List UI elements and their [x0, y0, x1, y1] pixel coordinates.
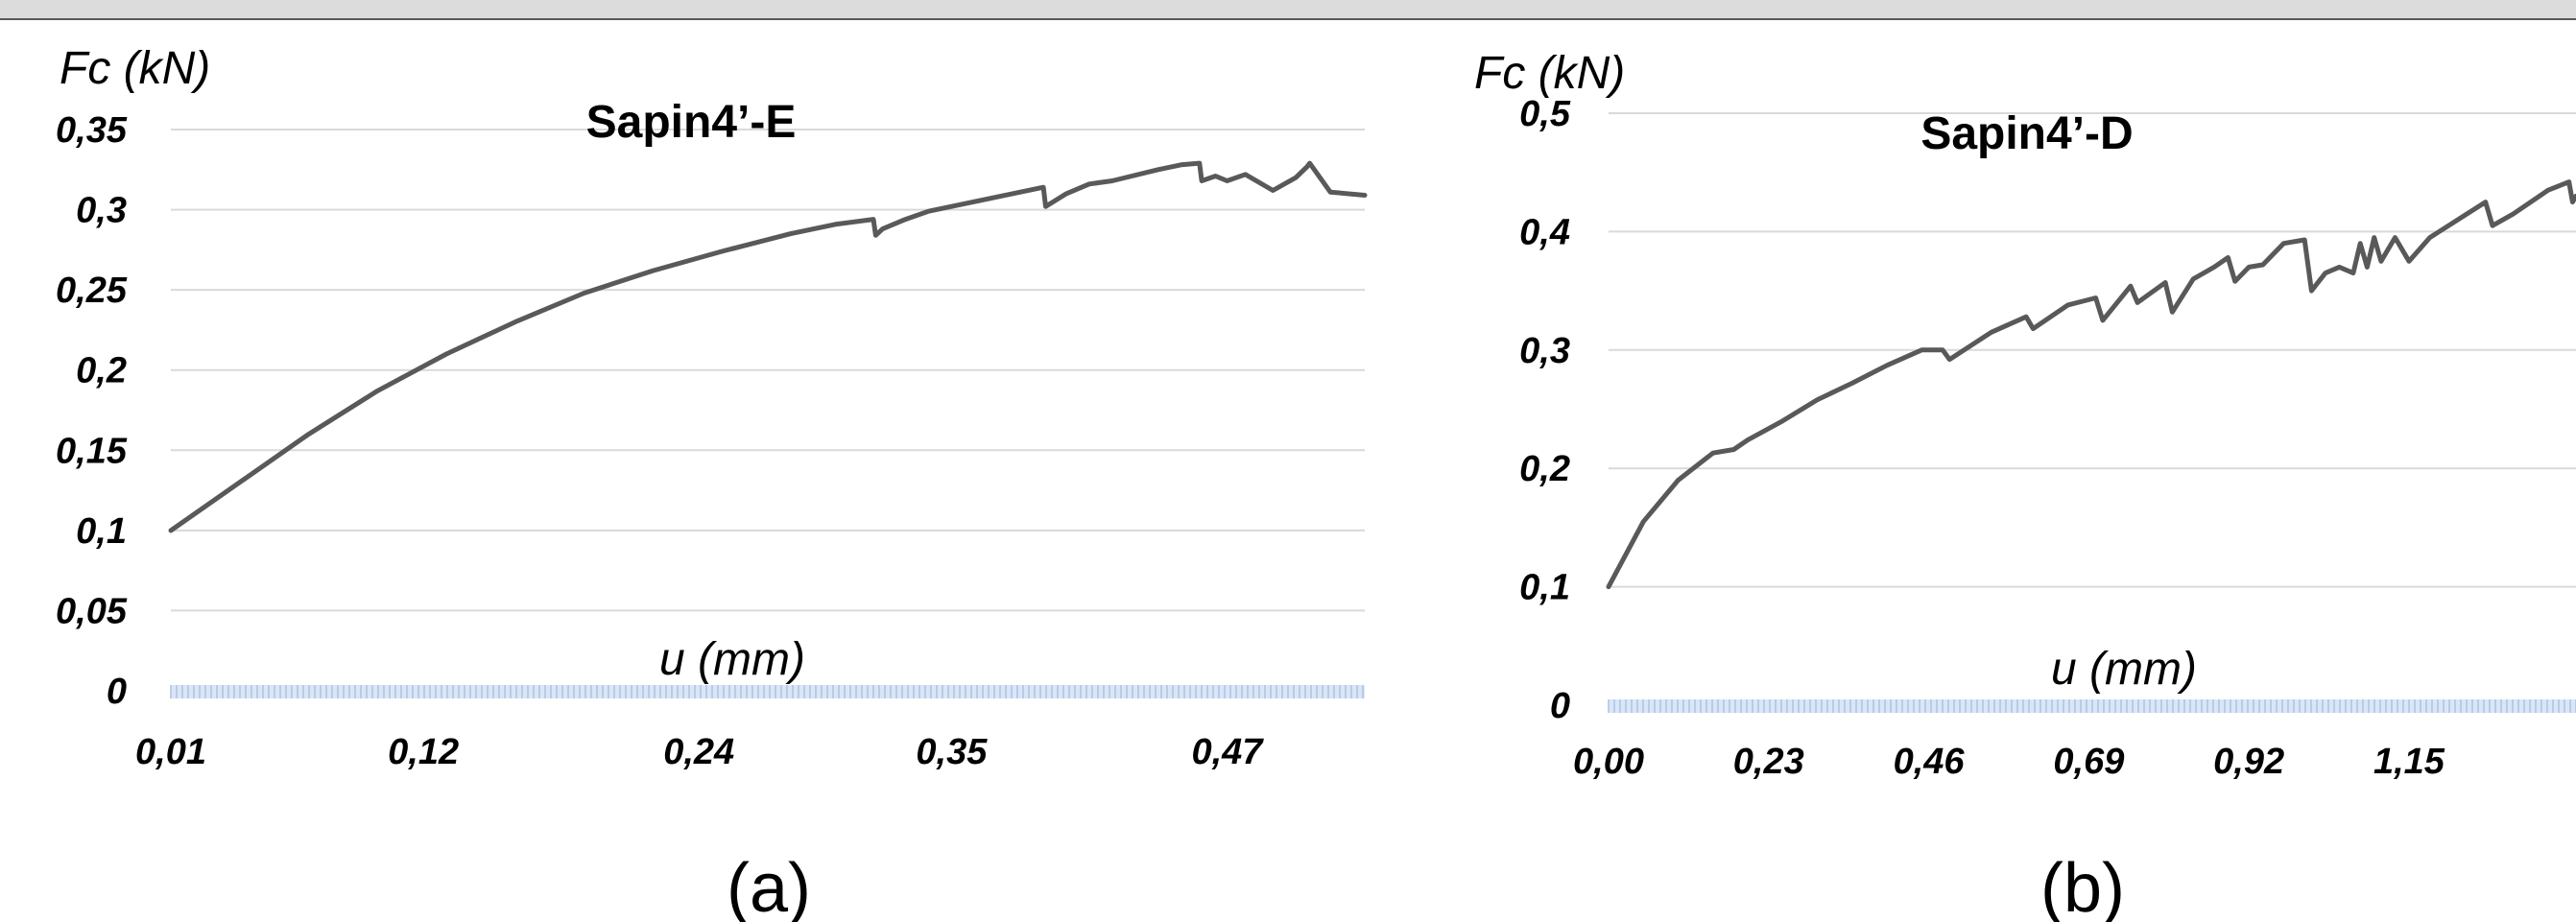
chart-b-y-tick-label: 0,4 — [1519, 212, 1570, 252]
chart-a-y-axis-label: Fc (kN) — [60, 43, 210, 94]
chart-a-y-tick-label: 0,15 — [56, 431, 128, 471]
chart-b-x-tick-label: 0,92 — [2213, 742, 2284, 782]
chart-a-title: Sapin4’-E — [586, 97, 797, 148]
chart-a-panel-label: (a) — [727, 850, 811, 922]
chart-a-y-tick-label: 0,05 — [56, 591, 128, 631]
chart-a-y-tick-label: 0,3 — [76, 191, 127, 231]
chart-b-x-tick-label: 1,15 — [2373, 742, 2445, 782]
chart-a-x-tick-label: 0,24 — [663, 732, 734, 772]
chart-b-x-tick-label: 0,23 — [1733, 742, 1804, 782]
chart-a-x-tick-label: 0,12 — [388, 732, 459, 772]
chart-a-y-tick-label: 0,25 — [56, 271, 128, 311]
window-top-bar — [0, 0, 2576, 20]
chart-a-y-tick-label: 0,2 — [76, 351, 127, 391]
chart-a-x-tick-label: 0,01 — [135, 732, 206, 772]
chart-b-y-tick-label: 0,2 — [1519, 449, 1570, 489]
chart-b-x-tick-label: 0,69 — [2053, 742, 2124, 782]
chart-a-y-tick-label: 0 — [107, 672, 127, 712]
chart-b-y-tick-label: 0,1 — [1519, 568, 1570, 608]
chart-b-x-axis-label: u (mm) — [2051, 644, 2197, 695]
chart-a-x-tick-label: 0,47 — [1191, 732, 1264, 772]
chart-b-panel-label: (b) — [2040, 850, 2125, 922]
chart-b-x-tick-label: 0,46 — [1894, 742, 1966, 782]
chart-b-series-line — [1606, 179, 2576, 590]
chart-b-y-axis-label: Fc (kN) — [1474, 48, 1625, 99]
chart-b-x-tick-label: 0,00 — [1573, 742, 1644, 782]
chart-b-y-tick-label: 0,3 — [1519, 331, 1570, 371]
chart-a-y-tick-label: 0,35 — [56, 110, 128, 151]
chart-a-y-tick-label: 0,1 — [76, 511, 127, 552]
chart-b-title: Sapin4’-D — [1920, 108, 2133, 159]
chart-b-y-tick-label: 0 — [1550, 686, 1570, 726]
chart-a-series-line — [168, 160, 1368, 533]
chart-a-x-axis-label: u (mm) — [659, 634, 805, 685]
chart-a-x-tick-label: 0,35 — [916, 732, 988, 772]
chart-b-y-tick-label: 0,5 — [1519, 94, 1571, 134]
chart-a-x-axis-band — [171, 685, 1365, 698]
